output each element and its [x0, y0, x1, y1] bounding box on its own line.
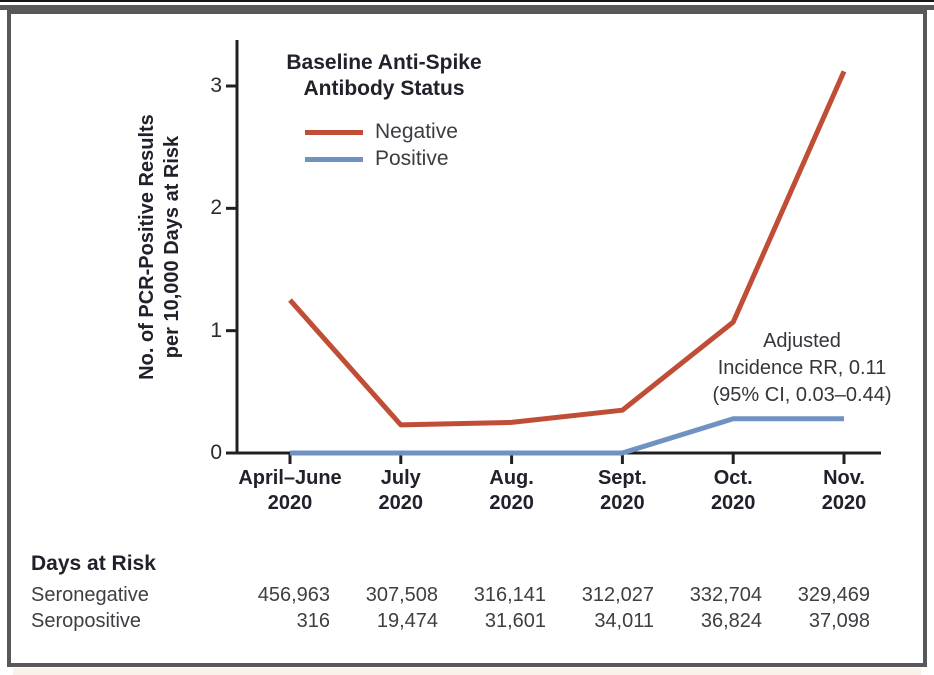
x-tick-label-Aug.: Aug. 2020: [447, 466, 577, 516]
x-tick-label-Nov.: Nov. 2020: [779, 466, 909, 516]
y-tick-label-3: 3: [210, 74, 222, 97]
legend-title-line2: Antibody Status: [303, 77, 465, 100]
rr-annotation-line2: Incidence RR, 0.11: [717, 357, 887, 379]
x-tick-label-line: 2020: [710, 492, 756, 514]
x-tick-label-July: July 2020: [336, 466, 466, 516]
risk-value-seropositive-5: 37,098: [808, 610, 870, 632]
risk-value-seronegative-4: 332,704: [689, 584, 762, 606]
legend-item-positive: Positive: [305, 146, 449, 172]
risk-value-seropositive-3: 34,011: [594, 610, 654, 632]
x-tick-label-Sept.: Sept. 2020: [557, 466, 687, 516]
x-tick-label-line: July: [380, 467, 421, 489]
next-panel-strip: [13, 668, 921, 675]
x-tick-label-April–June: April–June 2020: [225, 466, 355, 516]
x-tick-label-Oct.: Oct. 2020: [668, 466, 798, 516]
x-tick-label-line: 2020: [600, 492, 645, 514]
legend-swatch-positive: [305, 156, 363, 162]
legend-swatch-negative: [305, 129, 363, 135]
y-axis-title: No. of PCR-Positive Results per 10,000 D…: [135, 77, 187, 417]
x-tick-label-line: 2020: [489, 492, 534, 514]
risk-value-seropositive-2: 31,601: [484, 610, 546, 632]
risk-value-seronegative-1: 307,508: [365, 584, 438, 606]
figure-frame: [7, 10, 927, 667]
series-line-positive: [290, 416, 844, 456]
x-tick-label-line: 2020: [821, 492, 867, 514]
risk-row-label-seronegative: Seronegative: [31, 584, 149, 606]
x-tick-label-line: Oct.: [713, 467, 753, 489]
risk-value-seronegative-5: 329,469: [797, 584, 870, 606]
risk-value-seronegative-3: 312,027: [581, 584, 654, 606]
legend-title: Baseline Anti-Spike Antibody Status: [234, 50, 534, 102]
rr-annotation: Adjusted Incidence RR, 0.11 (95% CI, 0.0…: [690, 328, 914, 409]
rr-annotation-line3: (95% CI, 0.03–0.44): [712, 384, 892, 406]
x-tick-label-line: 2020: [267, 492, 313, 514]
x-tick-label-line: Sept.: [597, 467, 647, 489]
legend-title-line1: Baseline Anti-Spike: [286, 51, 482, 74]
risk-value-seronegative-2: 316,141: [473, 584, 546, 606]
days-at-risk-title: Days at Risk: [31, 552, 156, 575]
risk-value-seropositive-0: 316: [296, 610, 330, 632]
risk-value-seropositive-4: 36,824: [700, 610, 762, 632]
y-tick-label-2: 2: [210, 196, 222, 220]
x-tick-label-line: Aug.: [489, 467, 534, 489]
risk-row-label-seropositive: Seropositive: [31, 610, 142, 632]
x-tick-label-line: 2020: [378, 492, 424, 514]
y-tick-label-1: 1: [210, 318, 222, 342]
y-axis-title-line2: per 10,000 Days at Risk: [161, 135, 183, 359]
risk-value-seronegative-0: 456,963: [257, 584, 330, 606]
x-tick-label-line: Nov.: [823, 467, 865, 489]
x-tick-label-line: April–June: [238, 467, 342, 489]
y-tick-label-0: 0: [210, 441, 222, 464]
rr-annotation-line1: Adjusted: [763, 330, 841, 352]
top-rule-thick: [0, 5, 934, 10]
series-line-negative: [288, 70, 847, 428]
risk-value-seropositive-1: 19,474: [376, 610, 438, 632]
y-axis-title-line1: No. of PCR-Positive Results: [136, 114, 158, 380]
top-rule-thin: [0, 0, 934, 2]
legend-item-negative: Negative: [305, 119, 458, 145]
legend-label-positive: Positive: [375, 147, 449, 170]
legend-label-negative: Negative: [375, 120, 458, 143]
